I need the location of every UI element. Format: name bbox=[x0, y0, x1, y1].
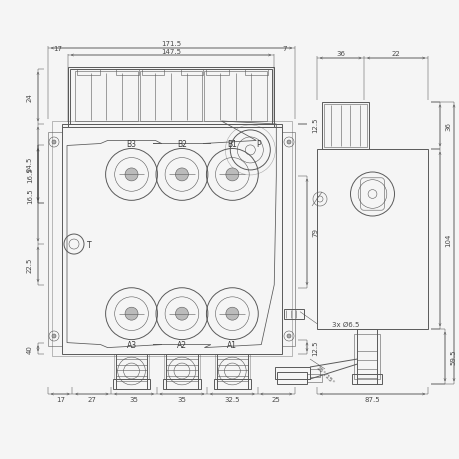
Text: 27: 27 bbox=[87, 396, 96, 402]
Text: 36: 36 bbox=[444, 122, 450, 130]
Circle shape bbox=[125, 308, 138, 320]
Bar bbox=[62, 125, 281, 354]
Bar bbox=[213, 379, 251, 389]
Bar bbox=[112, 379, 150, 389]
Text: 79: 79 bbox=[311, 228, 317, 237]
Text: 7: 7 bbox=[282, 46, 286, 52]
Bar bbox=[352, 374, 382, 384]
Text: 17: 17 bbox=[53, 46, 62, 52]
Bar bbox=[216, 354, 248, 389]
Circle shape bbox=[125, 168, 138, 181]
Text: 35: 35 bbox=[177, 396, 186, 402]
Text: 25: 25 bbox=[271, 396, 280, 402]
Bar bbox=[321, 102, 369, 150]
Text: 12.5: 12.5 bbox=[311, 339, 317, 355]
Text: B3: B3 bbox=[126, 140, 136, 149]
Bar bbox=[283, 309, 303, 319]
Bar bbox=[116, 70, 139, 76]
Bar bbox=[204, 72, 266, 122]
Text: 3x Ø6.5: 3x Ø6.5 bbox=[331, 321, 358, 327]
Text: 35: 35 bbox=[129, 396, 138, 402]
Text: A3: A3 bbox=[126, 341, 136, 349]
Bar bbox=[354, 334, 380, 379]
Text: 32.5: 32.5 bbox=[224, 396, 240, 402]
Bar bbox=[77, 70, 100, 76]
Bar bbox=[323, 105, 367, 148]
Text: 16.5: 16.5 bbox=[27, 167, 33, 183]
Circle shape bbox=[286, 141, 291, 145]
Bar bbox=[140, 72, 202, 122]
Bar bbox=[116, 354, 147, 389]
Text: 24.5: 24.5 bbox=[27, 157, 33, 172]
Circle shape bbox=[225, 168, 238, 181]
Bar bbox=[245, 70, 268, 76]
Circle shape bbox=[52, 334, 56, 338]
Bar bbox=[206, 70, 229, 76]
Text: 59.5: 59.5 bbox=[449, 349, 455, 364]
Text: 16.5: 16.5 bbox=[27, 188, 33, 203]
Text: 147.5: 147.5 bbox=[161, 49, 180, 55]
Bar bbox=[306, 374, 321, 382]
Bar bbox=[52, 122, 291, 356]
Text: 104: 104 bbox=[444, 233, 450, 246]
Text: 22.5: 22.5 bbox=[27, 257, 33, 273]
Text: 17: 17 bbox=[56, 396, 65, 402]
Text: B1: B1 bbox=[227, 140, 237, 149]
Bar bbox=[309, 369, 319, 377]
Text: 15°/15°: 15°/15° bbox=[314, 364, 335, 384]
Bar bbox=[166, 354, 197, 389]
Text: A1: A1 bbox=[227, 341, 237, 349]
Circle shape bbox=[286, 334, 291, 338]
Text: 24: 24 bbox=[27, 93, 33, 101]
Text: P: P bbox=[256, 140, 260, 149]
Bar bbox=[180, 70, 203, 76]
Bar bbox=[68, 68, 274, 128]
Text: 12.5: 12.5 bbox=[311, 117, 317, 133]
Bar bbox=[113, 354, 149, 379]
Text: 36: 36 bbox=[336, 51, 344, 57]
Text: A2: A2 bbox=[177, 341, 186, 349]
Bar bbox=[214, 354, 250, 379]
Bar bbox=[316, 150, 427, 329]
Bar bbox=[357, 329, 377, 384]
Bar bbox=[70, 70, 271, 125]
Circle shape bbox=[52, 141, 56, 145]
Text: B2: B2 bbox=[177, 140, 186, 149]
Bar bbox=[141, 70, 164, 76]
Text: 87.5: 87.5 bbox=[364, 396, 380, 402]
Bar bbox=[164, 354, 199, 379]
Text: 22: 22 bbox=[391, 51, 400, 57]
Text: 171.5: 171.5 bbox=[161, 41, 181, 47]
Bar bbox=[274, 367, 309, 379]
Bar bbox=[163, 379, 200, 389]
Circle shape bbox=[225, 308, 238, 320]
Circle shape bbox=[175, 308, 188, 320]
Circle shape bbox=[175, 168, 188, 181]
Text: 40: 40 bbox=[27, 344, 33, 353]
Text: T: T bbox=[86, 240, 91, 249]
Bar bbox=[75, 72, 137, 122]
Bar bbox=[276, 372, 306, 384]
